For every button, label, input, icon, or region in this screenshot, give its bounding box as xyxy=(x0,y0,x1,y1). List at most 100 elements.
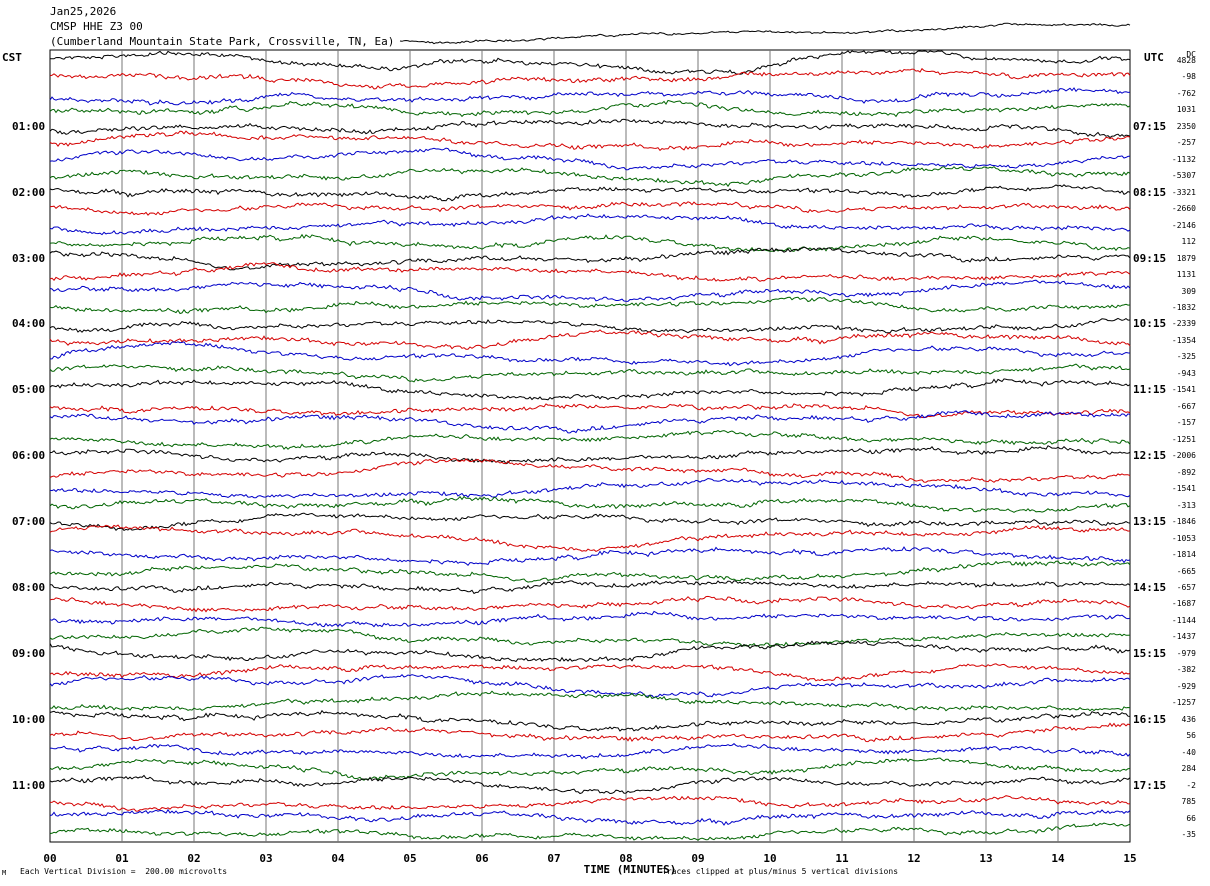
x-tick-label-01: 01 xyxy=(115,852,129,865)
x-tick-label-02: 02 xyxy=(187,852,201,865)
trace-line-35 xyxy=(49,610,1131,628)
cst-axis-title: CST xyxy=(2,51,22,64)
trace-line-34 xyxy=(49,595,1131,613)
footer-clip: Traces clipped at plus/minus 5 vertical … xyxy=(662,867,899,876)
trace-line-31 xyxy=(49,546,1131,567)
dc-offset-label: -313 xyxy=(1176,501,1196,510)
utc-time-label-15:15: 15:15 xyxy=(1133,647,1167,660)
cst-time-label-08:00: 08:00 xyxy=(12,581,46,594)
dc-offset-label: -2006 xyxy=(1171,451,1196,460)
dc-offset-label: -257 xyxy=(1176,138,1196,147)
trace-line-38 xyxy=(49,663,1131,682)
dc-offset-label: -1132 xyxy=(1171,155,1196,164)
trace-line-21 xyxy=(49,378,1131,401)
dc-offset-label: 785 xyxy=(1181,797,1196,806)
trace-line-30 xyxy=(49,524,1131,552)
trace-line-4 xyxy=(49,99,1131,118)
trace-line-1 xyxy=(49,50,1131,75)
trace-line-28 xyxy=(49,495,1131,513)
dc-offset-label: 112 xyxy=(1181,237,1196,246)
trace-line-6 xyxy=(49,130,1131,152)
cst-time-label-01:00: 01:00 xyxy=(12,120,46,133)
dc-offset-label: 1879 xyxy=(1176,254,1196,263)
x-tick-label-00: 00 xyxy=(43,852,57,865)
trace-line-40 xyxy=(49,690,1131,712)
trace-line-16 xyxy=(49,296,1131,315)
trace-line-12 xyxy=(49,233,1131,252)
dc-offset-label: -1437 xyxy=(1171,632,1196,641)
cst-time-label-07:00: 07:00 xyxy=(12,515,46,528)
trace-line-9 xyxy=(49,184,1131,202)
x-tick-label-06: 06 xyxy=(475,852,489,865)
utc-time-label-12:15: 12:15 xyxy=(1133,449,1167,462)
cst-time-label-06:00: 06:00 xyxy=(12,449,46,462)
dc-axis-title: DC xyxy=(1186,50,1196,59)
dc-offset-label: -1257 xyxy=(1171,698,1196,707)
trace-line-29 xyxy=(49,512,1131,532)
utc-time-label-17:15: 17:15 xyxy=(1133,779,1167,792)
dc-offset-label: -1144 xyxy=(1171,616,1196,625)
dc-offset-label: -1814 xyxy=(1171,550,1196,559)
dc-offset-label: -1687 xyxy=(1171,599,1196,608)
dc-offset-label: -325 xyxy=(1176,352,1196,361)
trace-line-23 xyxy=(49,410,1131,434)
dc-offset-label: -35 xyxy=(1181,830,1196,839)
utc-time-label-11:15: 11:15 xyxy=(1133,383,1167,396)
dc-offset-label: -943 xyxy=(1176,369,1196,378)
dc-offset-label: 2350 xyxy=(1176,122,1196,131)
trace-line-47 xyxy=(49,808,1131,826)
x-axis-label: TIME (MINUTES) xyxy=(583,863,677,876)
trace-line-45 xyxy=(49,774,1131,795)
dc-offset-label: 1031 xyxy=(1176,105,1196,114)
utc-time-label-09:15: 09:15 xyxy=(1133,252,1167,265)
cst-time-label-04:00: 04:00 xyxy=(12,317,46,330)
header-station: CMSP HHE Z3 00 xyxy=(50,20,143,33)
dc-offset-label: -1846 xyxy=(1171,517,1196,526)
trace-line-27 xyxy=(49,477,1131,499)
dc-offset-label: -1053 xyxy=(1171,534,1196,543)
trace-line-26 xyxy=(49,458,1131,483)
trace-line-39 xyxy=(49,673,1131,699)
dc-offset-label: -98 xyxy=(1181,72,1196,81)
trace-line-18 xyxy=(49,329,1131,350)
dc-offset-label: -667 xyxy=(1176,402,1196,411)
dc-offset-label: -40 xyxy=(1181,748,1196,757)
trace-line-36 xyxy=(49,626,1131,648)
trace-line-37 xyxy=(49,640,1131,663)
dc-offset-label: 66 xyxy=(1186,814,1196,823)
dc-offset-label: -979 xyxy=(1176,649,1196,658)
trace-line-17 xyxy=(49,317,1131,334)
x-tick-label-10: 10 xyxy=(763,852,777,865)
x-tick-label-15: 15 xyxy=(1123,852,1137,865)
corner-mark: M xyxy=(2,869,7,877)
cst-time-label-09:00: 09:00 xyxy=(12,647,46,660)
cst-time-label-05:00: 05:00 xyxy=(12,383,46,396)
trace-line-7 xyxy=(49,147,1131,171)
trace-line-13 xyxy=(49,246,1131,271)
trace-line-10 xyxy=(49,201,1131,216)
dc-offset-label: -1251 xyxy=(1171,435,1196,444)
trace-line-48 xyxy=(49,822,1131,841)
trace-line-20 xyxy=(49,363,1131,383)
header-location: (Cumberland Mountain State Park, Crossvi… xyxy=(50,35,395,48)
utc-time-label-13:15: 13:15 xyxy=(1133,515,1167,528)
dc-offset-label: 436 xyxy=(1181,715,1196,724)
cst-time-label-03:00: 03:00 xyxy=(12,252,46,265)
dc-offset-label: -157 xyxy=(1176,418,1196,427)
dc-offset-label: -892 xyxy=(1176,468,1196,477)
dc-offset-label: 284 xyxy=(1181,764,1196,773)
x-tick-label-12: 12 xyxy=(907,852,921,865)
trace-line-42 xyxy=(49,722,1131,743)
x-tick-label-13: 13 xyxy=(979,852,993,865)
dc-offset-label: 309 xyxy=(1181,287,1196,296)
dc-offset-label: -929 xyxy=(1176,682,1196,691)
trace-line-19 xyxy=(50,341,1131,367)
trace-line-32 xyxy=(49,560,1131,583)
dc-offset-label: 56 xyxy=(1186,731,1196,740)
trace-line-15 xyxy=(49,279,1131,302)
x-tick-label-04: 04 xyxy=(331,852,345,865)
trace-line-11 xyxy=(49,213,1131,236)
cst-time-label-10:00: 10:00 xyxy=(12,713,46,726)
dc-offset-label: -382 xyxy=(1176,665,1196,674)
